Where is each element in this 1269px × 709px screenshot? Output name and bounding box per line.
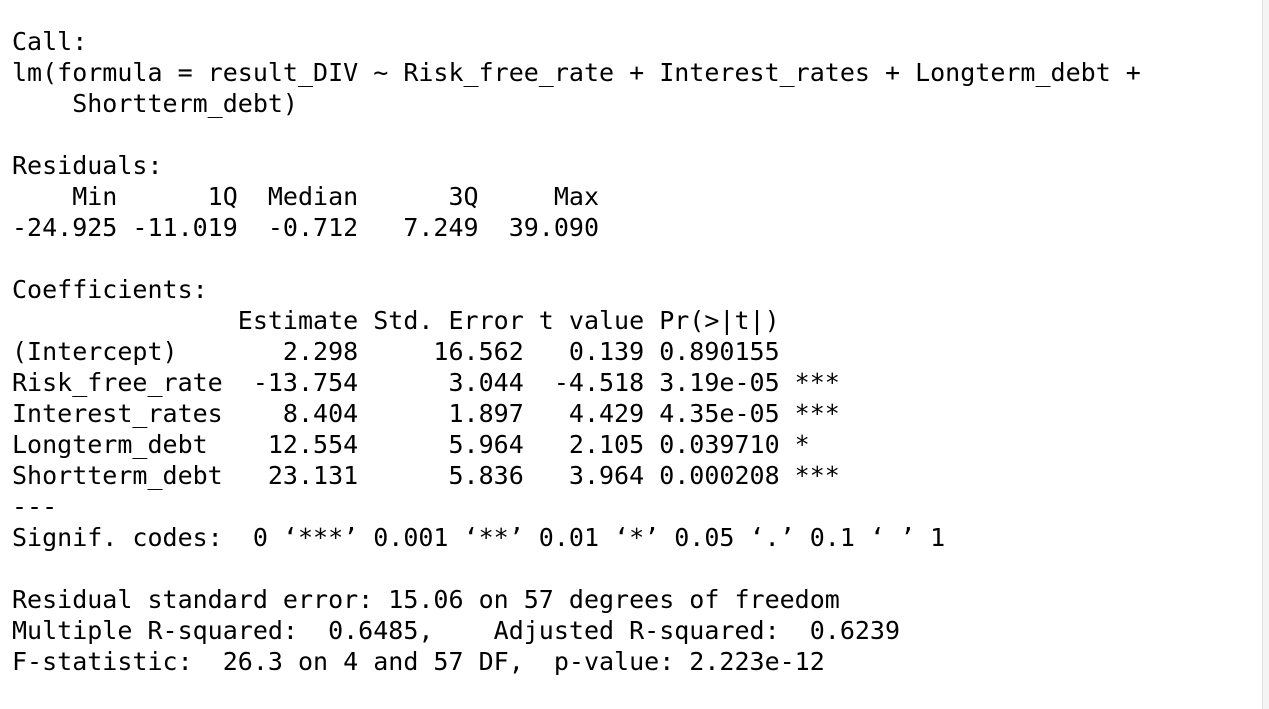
regression-summary-text: Call: lm(formula = result_DIV ~ Risk_free… [12,26,1141,677]
coefficient-row-interest-rates: Interest_rates 8.404 1.897 4.429 4.35e-0… [12,399,840,428]
signif-codes-line: Signif. codes: 0 ‘***’ 0.001 ‘**’ 0.01 ‘… [12,523,946,552]
residuals-values-row: -24.925 -11.019 -0.712 7.249 39.090 [12,213,615,242]
coefficients-heading: Coefficients: [12,275,208,304]
residuals-heading: Residuals: [12,151,163,180]
separator-line: --- [12,492,58,521]
coefficient-row-longterm-debt: Longterm_debt 12.554 5.964 2.105 0.03971… [12,430,840,459]
call-heading: Call: [12,27,88,56]
call-formula-line-2: Shortterm_debt) [12,89,298,118]
coefficient-row-intercept: (Intercept) 2.298 16.562 0.139 0.890155 [12,337,840,366]
coefficient-row-shortterm-debt: Shortterm_debt 23.131 5.836 3.964 0.0002… [12,461,840,490]
blank-line [12,119,1141,150]
panel-edge-scrollbar[interactable] [1262,0,1269,709]
call-formula-line-1: lm(formula = result_DIV ~ Risk_free_rate… [12,58,1141,87]
residuals-header-row: Min 1Q Median 3Q Max [12,182,615,211]
residual-standard-error-line: Residual standard error: 15.06 on 57 deg… [12,585,840,614]
f-statistic-line: F-statistic: 26.3 on 4 and 57 DF, p-valu… [12,647,825,676]
r-squared-line: Multiple R-squared: 0.6485, Adjusted R-s… [12,616,916,645]
coefficients-header-row: Estimate Std. Error t value Pr(>|t|) [12,306,840,335]
blank-line [12,553,1141,584]
coefficient-row-risk-free-rate: Risk_free_rate -13.754 3.044 -4.518 3.19… [12,368,840,397]
blank-line [12,243,1141,274]
